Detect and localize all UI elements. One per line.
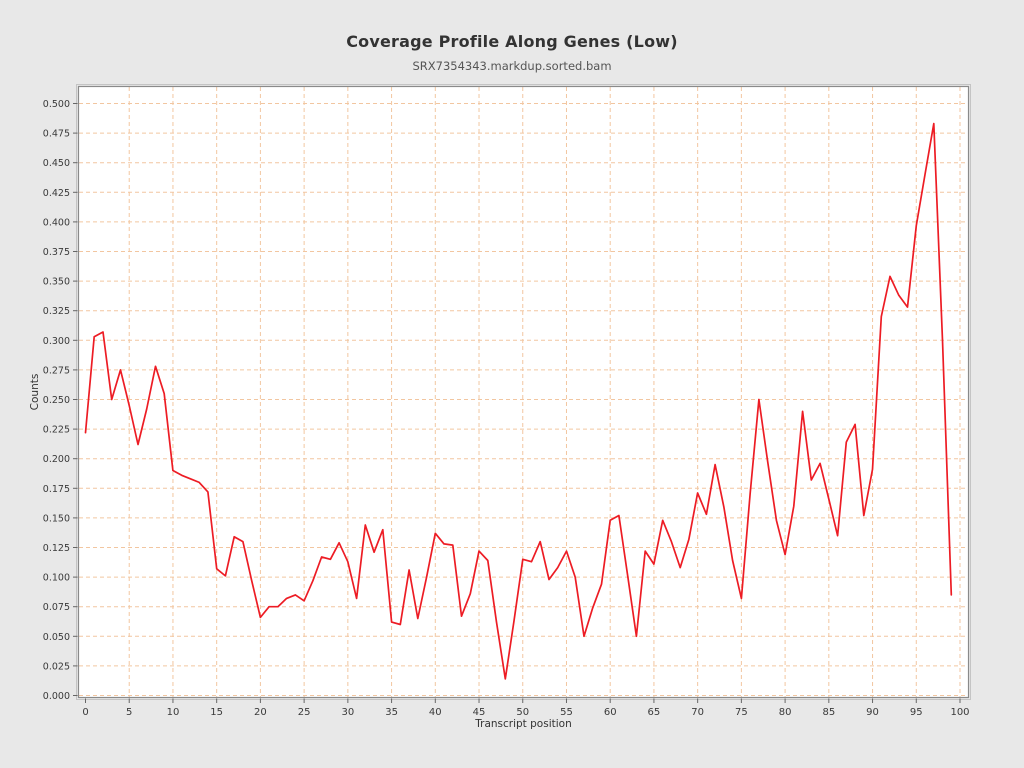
svg-text:0.025: 0.025 [43,661,70,672]
svg-text:55: 55 [560,707,573,718]
svg-text:75: 75 [735,707,748,718]
svg-text:0.050: 0.050 [43,632,70,643]
svg-text:0.475: 0.475 [43,129,70,140]
svg-text:0.225: 0.225 [43,425,70,436]
svg-text:60: 60 [604,707,617,718]
svg-text:20: 20 [254,707,267,718]
plot-frame-outer [76,84,971,700]
svg-text:0.200: 0.200 [43,454,70,465]
axis-ticks [73,103,961,703]
svg-text:15: 15 [210,707,223,718]
svg-text:35: 35 [385,707,398,718]
svg-text:0.500: 0.500 [43,99,70,110]
svg-text:0.300: 0.300 [43,336,70,347]
svg-text:50: 50 [516,707,529,718]
gridlines [79,87,968,697]
svg-text:100: 100 [950,707,969,718]
plot-background [79,87,968,697]
svg-text:0.075: 0.075 [43,602,70,613]
svg-text:0.275: 0.275 [43,365,70,376]
svg-text:30: 30 [341,707,354,718]
plot-frame [77,85,970,699]
svg-text:0.150: 0.150 [43,513,70,524]
svg-text:5: 5 [126,707,132,718]
svg-text:40: 40 [429,707,442,718]
svg-text:0.325: 0.325 [43,306,70,317]
axis-tick-labels: 0.000 0.025 0.050 0.075 0.100 0.125 0.150 0.175… [43,99,970,718]
chart-subtitle: SRX7354343.markdup.sorted.bam [412,59,612,73]
svg-text:0.100: 0.100 [43,573,70,584]
svg-text:95: 95 [910,707,923,718]
svg-text:0.350: 0.350 [43,277,70,288]
svg-text:85: 85 [822,707,835,718]
svg-text:45: 45 [473,707,486,718]
svg-text:0.125: 0.125 [43,543,70,554]
chart-title: Coverage Profile Along Genes (Low) [346,32,678,51]
svg-text:25: 25 [298,707,311,718]
svg-text:0.000: 0.000 [43,691,70,702]
svg-text:0: 0 [82,707,88,718]
svg-text:70: 70 [691,707,704,718]
coverage-series-line [84,122,953,680]
svg-text:10: 10 [167,707,180,718]
svg-text:0.250: 0.250 [43,395,70,406]
svg-text:90: 90 [866,707,879,718]
svg-text:0.450: 0.450 [43,158,70,169]
svg-text:0.425: 0.425 [43,188,70,199]
svg-text:65: 65 [648,707,661,718]
svg-text:0.375: 0.375 [43,247,70,258]
svg-text:80: 80 [779,707,792,718]
svg-text:0.400: 0.400 [43,217,70,228]
x-axis-title: Transcript position [474,718,571,730]
y-axis-title: Counts [29,374,41,411]
svg-text:0.175: 0.175 [43,484,70,495]
